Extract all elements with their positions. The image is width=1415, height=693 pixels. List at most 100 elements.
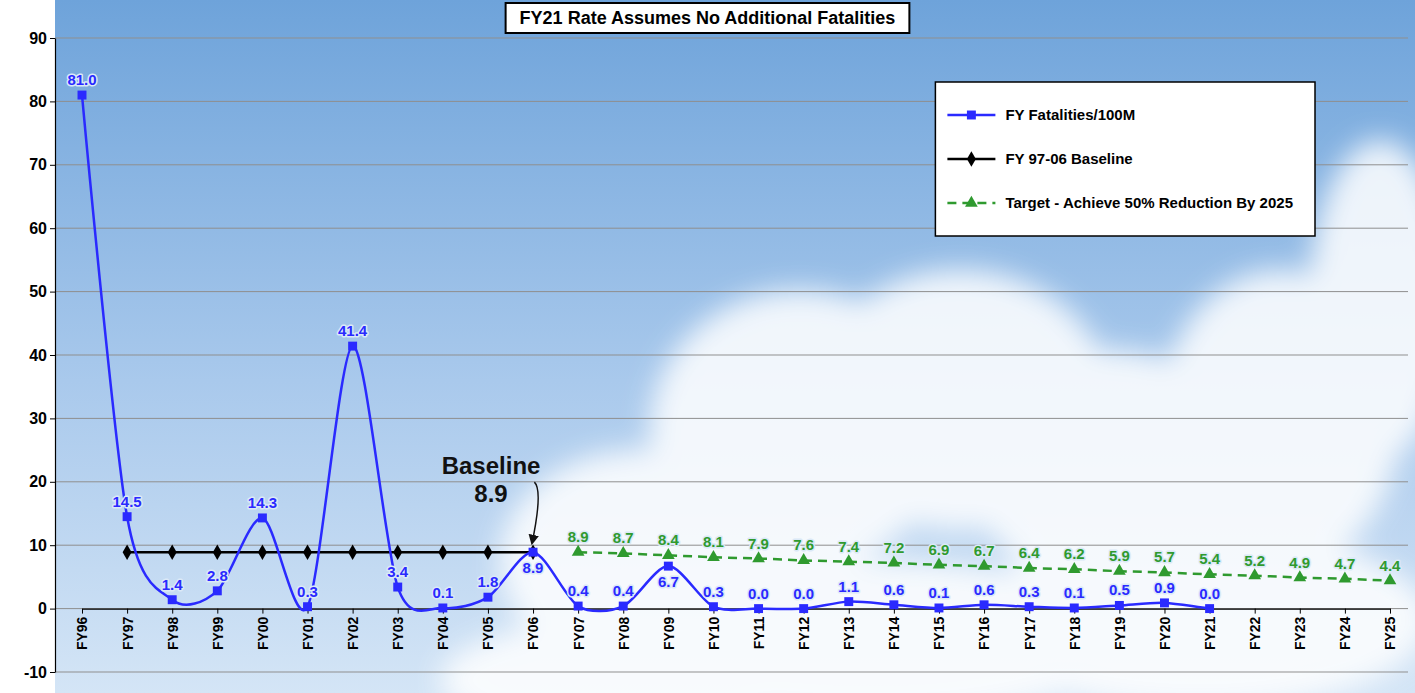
- x-tick: FY21: [1202, 609, 1218, 650]
- tick-mark: [262, 609, 263, 614]
- x-tick-label: FY10: [706, 616, 722, 650]
- tick-mark: [1300, 609, 1301, 614]
- grid-line: [55, 355, 1408, 356]
- y-tick-label: 80: [29, 93, 47, 110]
- marker: [1203, 567, 1216, 578]
- y-tick-label: 70: [29, 156, 47, 173]
- marker: [78, 91, 87, 100]
- y-tick: 0: [38, 600, 55, 617]
- marker: [799, 604, 808, 613]
- data-label: 0.1: [1064, 584, 1085, 601]
- marker: [529, 548, 538, 557]
- x-tick-label: FY25: [1382, 616, 1398, 650]
- annotation: Baseline8.9: [442, 452, 541, 543]
- x-tick: FY00: [255, 609, 271, 650]
- tick-mark: [1345, 609, 1346, 614]
- marker: [980, 600, 989, 609]
- grid-line: [55, 672, 1408, 673]
- data-label: 1.8: [478, 573, 499, 590]
- data-label: 0.6: [974, 581, 995, 598]
- legend-label: FY Fatalities/100M: [1005, 106, 1135, 123]
- data-label: 8.9: [568, 528, 589, 545]
- marker: [889, 600, 898, 609]
- marker: [752, 551, 765, 562]
- x-tick-label: FY20: [1157, 616, 1173, 650]
- x-tick-label: FY99: [210, 616, 226, 650]
- grid-line: [55, 291, 1408, 292]
- marker: [1293, 570, 1306, 581]
- x-tick: FY12: [796, 609, 812, 650]
- x-tick-label: FY12: [796, 616, 812, 650]
- x-tick: FY06: [525, 609, 541, 650]
- x-tick-label: FY02: [345, 616, 361, 650]
- x-tick-label: FY05: [480, 616, 496, 650]
- x-tick: FY99: [210, 609, 226, 650]
- marker: [348, 544, 357, 560]
- series-line: [127, 551, 533, 554]
- tick-mark: [50, 482, 55, 483]
- tick-mark: [50, 292, 55, 293]
- tick-mark: [82, 609, 83, 614]
- data-label: 14.3: [248, 494, 277, 511]
- tick-mark: [849, 609, 850, 614]
- x-tick-label: FY07: [571, 616, 587, 650]
- data-label: 4.4: [1380, 557, 1402, 574]
- marker: [213, 544, 222, 560]
- x-tick-label: FY18: [1067, 616, 1083, 650]
- marker: [303, 544, 312, 560]
- legend-label: FY 97-06 Baseline: [1005, 150, 1132, 167]
- marker: [709, 602, 718, 611]
- x-tick: FY20: [1157, 609, 1173, 650]
- data-label: 0.9: [1154, 579, 1175, 596]
- marker: [1160, 598, 1169, 607]
- y-tick-label: 0: [38, 600, 47, 617]
- marker: [258, 513, 267, 522]
- title: FY21 Rate Assumes No Additional Fataliti…: [520, 8, 896, 28]
- marker: [258, 544, 267, 560]
- x-tick-label: FY14: [886, 616, 902, 650]
- data-label: 5.7: [1154, 548, 1175, 565]
- marker: [393, 544, 402, 560]
- y-tick: 80: [29, 93, 55, 110]
- marker: [168, 544, 177, 560]
- tick-mark: [50, 609, 55, 610]
- y-tick-label: 40: [29, 347, 47, 364]
- y-tick: 20: [29, 473, 55, 490]
- data-label: 0.6: [883, 581, 904, 598]
- x-tick-label: FY21: [1202, 616, 1218, 650]
- x-tick: FY05: [480, 609, 496, 650]
- y-tick: 50: [29, 283, 55, 300]
- legend-swatch-marker: [967, 111, 976, 120]
- data-label: 0.0: [748, 585, 769, 602]
- x-tick: FY25: [1382, 609, 1398, 650]
- x-tick: FY23: [1292, 609, 1308, 650]
- tick-mark: [50, 355, 55, 356]
- grid-line: [55, 545, 1408, 546]
- marker: [1068, 562, 1081, 573]
- x-tick: FY98: [165, 609, 181, 650]
- x-tick-label: FY08: [616, 616, 632, 650]
- x-tick-label: FY04: [435, 616, 451, 650]
- y-tick: 60: [29, 220, 55, 237]
- data-label: 7.6: [793, 536, 814, 553]
- chart-svg: -100102030405060708090FY96FY97FY98FY99FY…: [0, 0, 1415, 693]
- x-tick-label: FY19: [1112, 616, 1128, 650]
- data-label: 0.3: [1019, 583, 1040, 600]
- data-label: 0.0: [793, 585, 814, 602]
- x-tick: FY09: [661, 609, 677, 650]
- tick-mark: [1255, 609, 1256, 614]
- marker: [483, 593, 492, 602]
- x-tick-label: FY16: [976, 616, 992, 650]
- data-label: 0.3: [297, 583, 318, 600]
- data-label: 14.5: [113, 493, 142, 510]
- data-label: 0.0: [1199, 585, 1220, 602]
- y-tick-label: -10: [24, 664, 47, 681]
- marker: [933, 558, 946, 569]
- legend: FY Fatalities/100MFY 97-06 BaselineTarge…: [935, 82, 1315, 236]
- data-label: 81.0: [67, 71, 96, 88]
- x-tick: FY04: [435, 609, 451, 650]
- marker: [1023, 561, 1036, 572]
- x-tick-label: FY06: [525, 616, 541, 650]
- y-tick: 30: [29, 410, 55, 427]
- x-tick-label: FY15: [931, 616, 947, 650]
